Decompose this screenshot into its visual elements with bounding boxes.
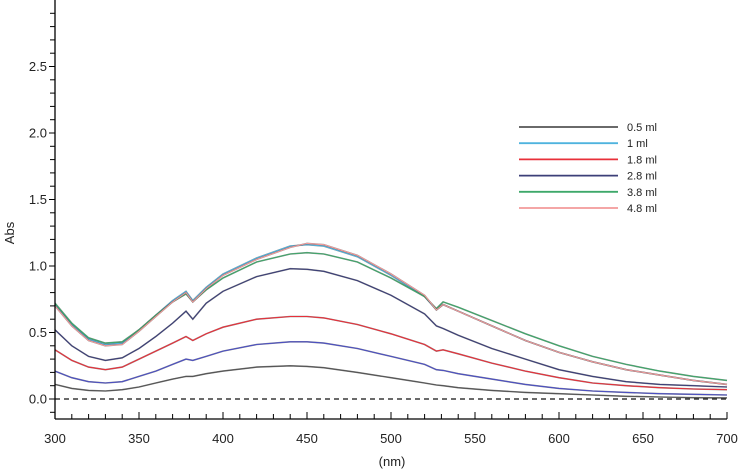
legend-label: 2.8 ml — [627, 171, 657, 183]
series-line — [54, 315, 728, 391]
x-tick-label: 300 — [44, 431, 66, 446]
series-shadow — [54, 341, 728, 396]
legend-item: 2.8 ml — [519, 171, 657, 183]
y-tick-label: 2.0 — [29, 126, 47, 141]
series-line — [54, 242, 728, 385]
legend-item: 4.8 ml — [519, 203, 657, 215]
series-shadow — [54, 315, 728, 391]
series-line — [54, 341, 728, 396]
x-tick-label: 700 — [716, 431, 738, 446]
legend-item: 1 ml — [519, 138, 648, 150]
y-tick-label: 1.0 — [29, 259, 47, 274]
x-tick-label: 600 — [548, 431, 570, 446]
x-axis-title: (nm) — [379, 454, 406, 469]
x-tick-label: 500 — [380, 431, 402, 446]
x-tick-label: 350 — [128, 431, 150, 446]
legend-item: 0.5 ml — [519, 122, 657, 134]
y-tick-label: 0.5 — [29, 325, 47, 340]
legend-item: 3.8 ml — [519, 187, 657, 199]
plot-lines — [54, 242, 728, 400]
y-tick-label: 0.0 — [29, 392, 47, 407]
legend-label: 3.8 ml — [627, 187, 657, 199]
legend: 0.5 ml 1 ml 1.8 ml 2.8 ml 3.8 ml 4.8 ml — [519, 122, 657, 215]
legend-label: 0.5 ml — [627, 122, 657, 134]
series-line — [54, 268, 728, 388]
legend-label: 1 ml — [627, 138, 648, 150]
y-axis-title: Abs — [2, 221, 17, 244]
series-line — [54, 252, 728, 381]
series-line — [54, 365, 728, 399]
y-tick-label: 2.5 — [29, 59, 47, 74]
legend-item: 1.8 ml — [519, 154, 657, 166]
axes: 0.0 0.5 1.0 1.5 2.0 2.5 300 350 400 450 500 550 600 6… — [29, 0, 738, 446]
x-tick-label: 650 — [632, 431, 654, 446]
x-tick-label: 400 — [212, 431, 234, 446]
series-shadow — [54, 242, 728, 386]
x-tick-label: 450 — [296, 431, 318, 446]
legend-label: 1.8 ml — [627, 154, 657, 166]
legend-label: 4.8 ml — [627, 203, 657, 215]
x-tick-label: 550 — [464, 431, 486, 446]
y-tick-label: 1.5 — [29, 192, 47, 207]
